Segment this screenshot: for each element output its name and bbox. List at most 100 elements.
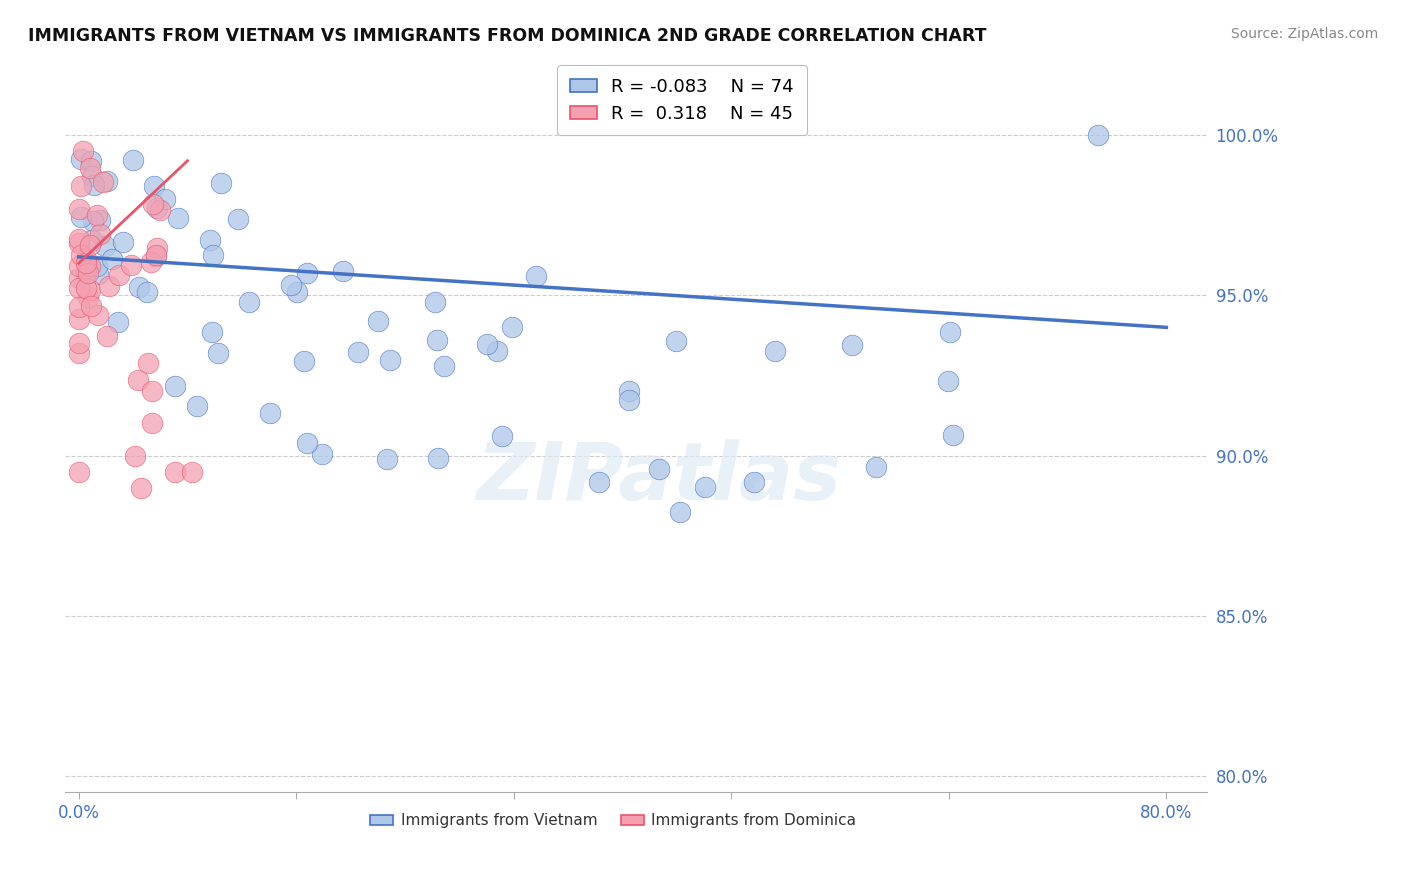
- Point: [67, 300, 90, 314]
- Point: [145, 249, 167, 263]
- Point: [486, 344, 509, 359]
- Point: [149, 202, 172, 217]
- Point: [292, 354, 315, 368]
- Point: [76, 266, 98, 280]
- Point: [693, 480, 716, 494]
- Point: [207, 345, 229, 359]
- Point: [491, 429, 513, 443]
- Point: [89, 212, 111, 227]
- Point: [122, 153, 145, 168]
- Point: [259, 406, 281, 420]
- Point: [87, 268, 110, 282]
- Point: [146, 241, 169, 255]
- Point: [238, 294, 260, 309]
- Point: [865, 459, 887, 474]
- Point: [120, 258, 142, 272]
- Point: [82, 214, 104, 228]
- Point: [70, 178, 93, 193]
- Point: [96, 174, 118, 188]
- Point: [588, 475, 610, 489]
- Point: [87, 308, 110, 322]
- Point: [1087, 128, 1109, 142]
- Point: [619, 393, 641, 408]
- Point: [167, 211, 190, 226]
- Point: [648, 462, 671, 476]
- Point: [201, 325, 224, 339]
- Point: [94, 239, 117, 253]
- Point: [841, 338, 863, 352]
- Point: [131, 481, 153, 495]
- Point: [72, 144, 94, 158]
- Point: [98, 278, 121, 293]
- Point: [82, 233, 104, 247]
- Point: [79, 299, 101, 313]
- Point: [108, 268, 131, 283]
- Point: [124, 449, 146, 463]
- Point: [939, 325, 962, 339]
- Point: [107, 315, 129, 329]
- Point: [163, 465, 186, 479]
- Point: [79, 260, 101, 274]
- Point: [146, 201, 169, 215]
- Point: [67, 259, 90, 273]
- Point: [153, 192, 176, 206]
- Point: [295, 266, 318, 280]
- Point: [96, 329, 118, 343]
- Point: [69, 211, 91, 225]
- Point: [76, 289, 98, 303]
- Point: [617, 384, 640, 398]
- Point: [287, 285, 309, 300]
- Point: [332, 264, 354, 278]
- Point: [347, 344, 370, 359]
- Point: [181, 465, 204, 479]
- Point: [69, 153, 91, 167]
- Point: [377, 451, 399, 466]
- Point: [79, 284, 101, 298]
- Point: [209, 176, 232, 190]
- Text: IMMIGRANTS FROM VIETNAM VS IMMIGRANTS FROM DOMINICA 2ND GRADE CORRELATION CHART: IMMIGRANTS FROM VIETNAM VS IMMIGRANTS FR…: [28, 27, 987, 45]
- Point: [141, 417, 163, 431]
- Point: [75, 281, 97, 295]
- Point: [67, 281, 90, 295]
- Point: [163, 378, 186, 392]
- Point: [67, 345, 90, 359]
- Point: [942, 427, 965, 442]
- Point: [93, 175, 115, 189]
- Point: [83, 178, 105, 192]
- Point: [89, 227, 111, 242]
- Point: [75, 266, 97, 280]
- Point: [367, 314, 389, 328]
- Point: [226, 212, 249, 227]
- Point: [79, 153, 101, 168]
- Point: [378, 352, 401, 367]
- Point: [67, 202, 90, 216]
- Point: [82, 169, 104, 184]
- Point: [297, 436, 319, 450]
- Point: [79, 161, 101, 176]
- Point: [763, 344, 786, 359]
- Point: [86, 260, 108, 274]
- Point: [524, 269, 547, 284]
- Point: [142, 197, 165, 211]
- Point: [75, 252, 97, 267]
- Point: [136, 356, 159, 370]
- Point: [86, 208, 108, 222]
- Point: [101, 252, 124, 266]
- Point: [433, 359, 456, 373]
- Legend: Immigrants from Vietnam, Immigrants from Dominica: Immigrants from Vietnam, Immigrants from…: [364, 807, 862, 834]
- Point: [70, 247, 93, 261]
- Point: [668, 505, 690, 519]
- Point: [67, 336, 90, 351]
- Point: [200, 233, 222, 247]
- Point: [475, 337, 498, 351]
- Point: [136, 285, 159, 299]
- Point: [744, 475, 766, 489]
- Point: [127, 373, 149, 387]
- Point: [311, 447, 333, 461]
- Point: [501, 320, 523, 334]
- Point: [128, 279, 150, 293]
- Point: [423, 294, 446, 309]
- Point: [67, 271, 90, 285]
- Point: [75, 256, 97, 270]
- Point: [936, 375, 959, 389]
